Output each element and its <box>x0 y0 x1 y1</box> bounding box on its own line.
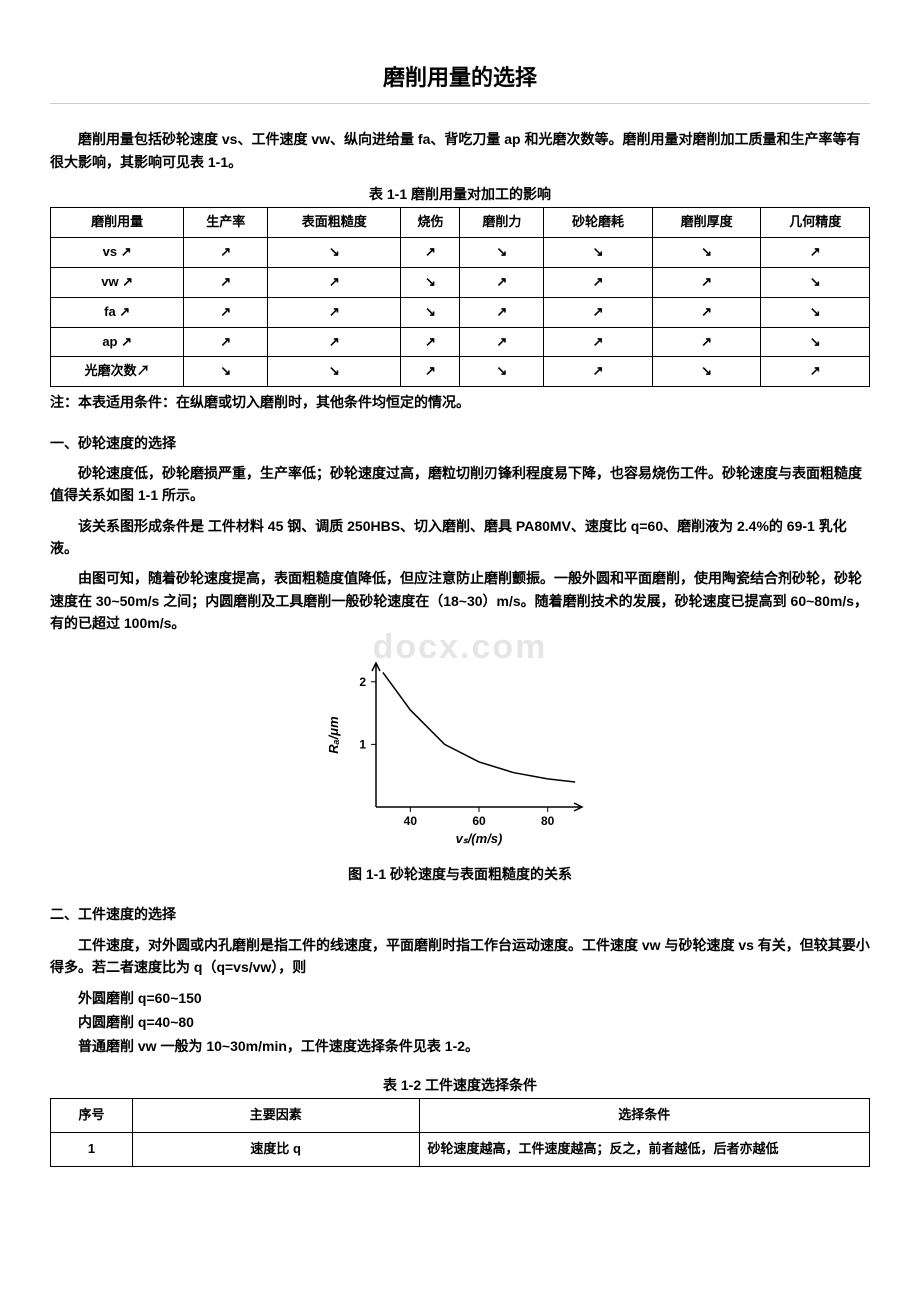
intro-paragraph: 磨削用量包括砂轮速度 vs、工件速度 vw、纵向进给量 fa、背吃刀量 ap 和… <box>50 128 870 173</box>
table-2: 序号主要因素选择条件 1速度比 q砂轮速度越高，工件速度越高；反之，前者越低，后者… <box>50 1098 870 1167</box>
title-divider <box>50 103 870 104</box>
table1-cell: ↗ <box>652 267 761 297</box>
table-1: 磨削用量生产率表面粗糙度烧伤磨削力砂轮磨耗磨削厚度几何精度vs ↗↗↘↗↘↘↘↗… <box>50 207 870 387</box>
table1-header: 几何精度 <box>761 208 870 238</box>
svg-text:80: 80 <box>541 814 555 828</box>
table1-header: 磨削厚度 <box>652 208 761 238</box>
table1-cell: 光磨次数↗ <box>51 357 184 387</box>
table1-cell: ↘ <box>761 327 870 357</box>
table2-cell: 砂轮速度越高，工件速度越高；反之，前者越低，后者亦越低 <box>419 1132 869 1166</box>
table1-cell: vs ↗ <box>51 238 184 268</box>
table1-cell: ap ↗ <box>51 327 184 357</box>
table2-cell: 速度比 q <box>132 1132 419 1166</box>
table1-cell: ↘ <box>460 238 544 268</box>
table1-header: 烧伤 <box>401 208 460 238</box>
table1-cell: ↗ <box>652 297 761 327</box>
table1-cell: ↘ <box>460 357 544 387</box>
table1-cell: ↗ <box>268 297 401 327</box>
table1-cell: ↘ <box>652 238 761 268</box>
table1-cell: ↗ <box>460 267 544 297</box>
table1-caption: 表 1-1 磨削用量对加工的影响 <box>50 183 870 205</box>
table1-header: 表面粗糙度 <box>268 208 401 238</box>
table1-cell: ↗ <box>401 327 460 357</box>
table1-cell: ↗ <box>761 357 870 387</box>
section2-l2: 内圆磨削 q=40~80 <box>50 1011 870 1033</box>
svg-text:vₛ/(m/s): vₛ/(m/s) <box>456 831 503 846</box>
section2-p1: 工件速度，对外圆或内孔磨削是指工件的线速度，平面磨削时指工作台运动速度。工件速度… <box>50 934 870 979</box>
table2-header: 选择条件 <box>419 1099 869 1133</box>
table1-cell: ↘ <box>184 357 268 387</box>
table1-header: 磨削用量 <box>51 208 184 238</box>
table1-cell: ↗ <box>761 238 870 268</box>
chart-container: 40 60 80 1 2 vₛ/(m/s) Rₐ/μm <box>50 649 870 855</box>
svg-text:1: 1 <box>359 737 366 751</box>
section2-heading: 二、工件速度的选择 <box>50 903 870 925</box>
table1-cell: vw ↗ <box>51 267 184 297</box>
table1-cell: ↗ <box>652 327 761 357</box>
section1-p1: 砂轮速度低，砂轮磨损严重，生产率低；砂轮速度过高，磨粒切削刃锋利程度易下降，也容… <box>50 462 870 507</box>
table1-cell: ↗ <box>184 297 268 327</box>
svg-text:40: 40 <box>404 814 418 828</box>
table1-note: 注：本表适用条件：在纵磨或切入磨削时，其他条件均恒定的情况。 <box>50 391 870 413</box>
section1-p2: 该关系图形成条件是 工件材料 45 钢、调质 250HBS、切入磨削、磨具 PA… <box>50 515 870 560</box>
table1-cell: ↘ <box>401 267 460 297</box>
table1-cell: ↗ <box>184 327 268 357</box>
table1-cell: ↗ <box>544 357 653 387</box>
table1-cell: ↗ <box>460 327 544 357</box>
table2-header: 序号 <box>51 1099 133 1133</box>
table1-cell: ↗ <box>268 327 401 357</box>
table1-cell: ↘ <box>401 297 460 327</box>
section2-l1: 外圆磨削 q=60~150 <box>50 987 870 1009</box>
table2-caption: 表 1-2 工件速度选择条件 <box>50 1074 870 1096</box>
table1-cell: ↗ <box>544 267 653 297</box>
svg-text:Rₐ/μm: Rₐ/μm <box>326 716 341 754</box>
section1-heading: 一、砂轮速度的选择 <box>50 432 870 454</box>
table1-cell: fa ↗ <box>51 297 184 327</box>
table1-cell: ↗ <box>460 297 544 327</box>
svg-text:60: 60 <box>472 814 486 828</box>
table1-cell: ↗ <box>544 327 653 357</box>
page-title: 磨削用量的选择 <box>50 60 870 95</box>
table1-cell: ↗ <box>184 238 268 268</box>
table1-cell: ↘ <box>268 238 401 268</box>
table1-cell: ↗ <box>401 357 460 387</box>
chart-caption: 图 1-1 砂轮速度与表面粗糙度的关系 <box>50 863 870 885</box>
section2-l3: 普通磨削 vw 一般为 10~30m/min，工件速度选择条件见表 1-2。 <box>50 1035 870 1057</box>
table2-header: 主要因素 <box>132 1099 419 1133</box>
table1-cell: ↘ <box>761 297 870 327</box>
table2-cell: 1 <box>51 1132 133 1166</box>
table1-cell: ↗ <box>544 297 653 327</box>
table1-cell: ↗ <box>268 267 401 297</box>
table1-cell: ↗ <box>401 238 460 268</box>
table1-cell: ↘ <box>268 357 401 387</box>
table1-header: 砂轮磨耗 <box>544 208 653 238</box>
table1-cell: ↗ <box>184 267 268 297</box>
section1-p3: 由图可知，随着砂轮速度提高，表面粗糙度值降低，但应注意防止磨削颤振。一般外圆和平… <box>50 567 870 634</box>
table1-cell: ↘ <box>761 267 870 297</box>
table1-header: 生产率 <box>184 208 268 238</box>
table1-header: 磨削力 <box>460 208 544 238</box>
svg-text:2: 2 <box>359 674 366 688</box>
table1-cell: ↘ <box>652 357 761 387</box>
chart-svg: 40 60 80 1 2 vₛ/(m/s) Rₐ/μm <box>320 649 600 849</box>
page: 磨削用量的选择 磨削用量包括砂轮速度 vs、工件速度 vw、纵向进给量 fa、背… <box>50 60 870 1167</box>
table1-cell: ↘ <box>544 238 653 268</box>
